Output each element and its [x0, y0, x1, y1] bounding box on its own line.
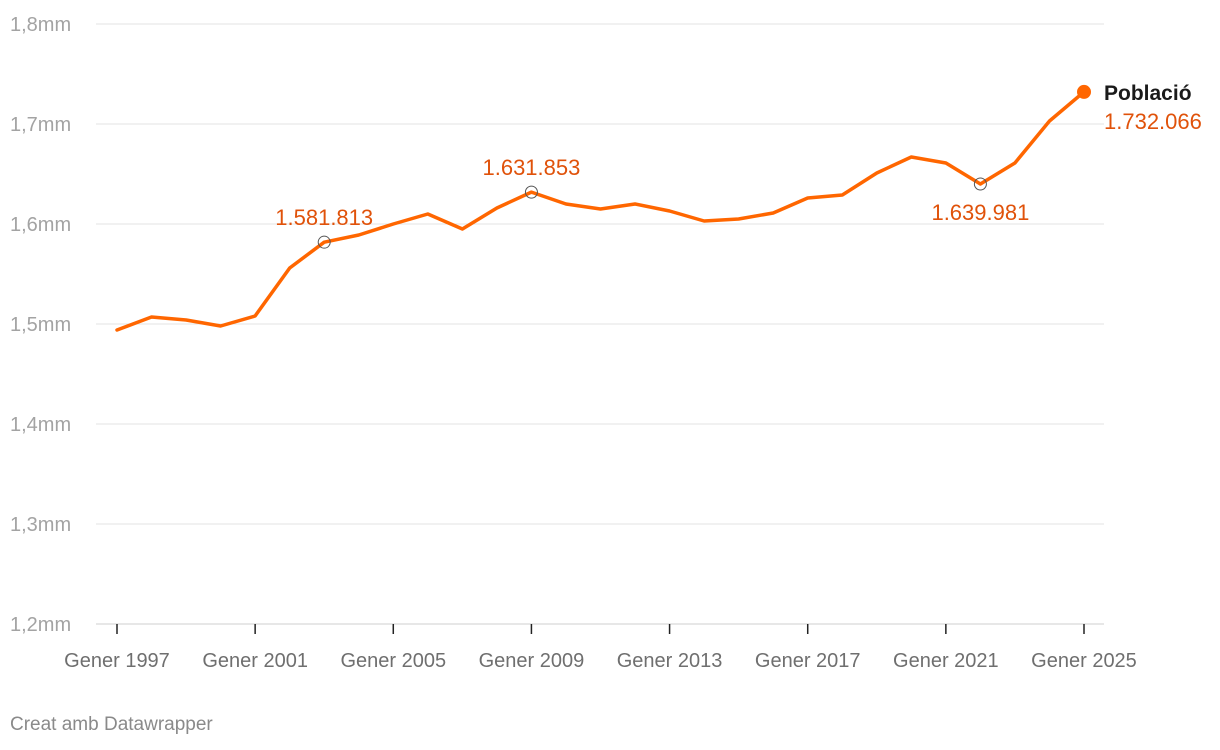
end-point-marker — [1077, 84, 1091, 99]
y-tick-label: 1,8mm — [10, 14, 71, 36]
y-tick-label: 1,2mm — [10, 614, 71, 636]
y-tick-label: 1,4mm — [10, 414, 71, 436]
x-tick-label: Gener 2021 — [893, 650, 999, 672]
y-tick-label: 1,6mm — [10, 214, 71, 236]
y-tick-label: 1,3mm — [10, 514, 71, 536]
annotations: 1.581.813 1.631.853 1.639.981 — [275, 155, 1029, 249]
y-tick-label: 1,7mm — [10, 114, 71, 136]
x-tick-label: Gener 2009 — [479, 650, 585, 672]
annotation-marker — [973, 177, 987, 191]
y-tick-label: 1,5mm — [10, 314, 71, 336]
footer-credit: Creat amb Datawrapper — [10, 714, 213, 735]
end-value-label: 1.732.066 — [1104, 109, 1202, 134]
gridlines — [96, 23, 1104, 625]
x-tick-label: Gener 2013 — [617, 650, 723, 672]
series-label: Població — [1104, 82, 1192, 105]
x-tick-label: Gener 1997 — [64, 650, 170, 672]
annotation-marker — [317, 235, 331, 249]
annotation-label: 1.581.813 — [275, 205, 373, 230]
annotation-marker — [524, 185, 538, 199]
y-axis: 1,2mm 1,3mm 1,4mm 1,5mm 1,6mm 1,7mm 1,8mm — [10, 14, 71, 636]
annotation-label: 1.631.853 — [482, 155, 580, 180]
x-tick-label: Gener 2025 — [1031, 650, 1137, 672]
x-tick-label: Gener 2017 — [755, 650, 861, 672]
x-tick-label: Gener 2001 — [202, 650, 308, 672]
x-tick-label: Gener 2005 — [340, 650, 446, 672]
x-axis: Gener 1997 Gener 2001 Gener 2005 Gener 2009… — [64, 624, 1137, 672]
series-line — [115, 90, 1086, 332]
annotation-label: 1.639.981 — [931, 200, 1029, 225]
plot-area: Població 1.732.066 — [115, 82, 1202, 332]
